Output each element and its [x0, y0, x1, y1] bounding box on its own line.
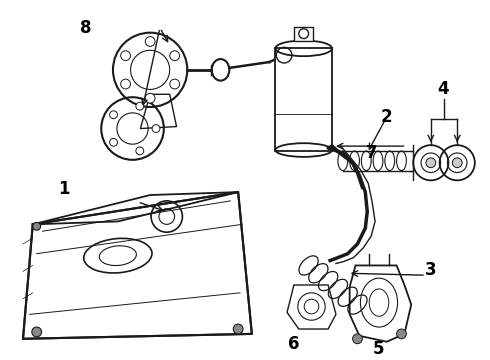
Text: 4: 4	[438, 80, 449, 98]
Circle shape	[32, 327, 42, 337]
Circle shape	[33, 222, 41, 230]
Text: 8: 8	[80, 19, 91, 37]
Circle shape	[396, 329, 406, 339]
Circle shape	[353, 334, 363, 344]
Circle shape	[233, 324, 243, 334]
FancyBboxPatch shape	[294, 27, 314, 41]
Polygon shape	[140, 94, 176, 129]
Circle shape	[110, 111, 118, 119]
FancyBboxPatch shape	[275, 48, 332, 151]
Text: 3: 3	[425, 261, 437, 279]
Circle shape	[121, 51, 130, 60]
Text: 7: 7	[367, 144, 378, 162]
Text: 5: 5	[373, 339, 385, 357]
Circle shape	[136, 147, 144, 155]
Text: 2: 2	[381, 108, 392, 126]
Circle shape	[121, 79, 130, 89]
Circle shape	[152, 125, 160, 132]
Polygon shape	[287, 285, 336, 329]
Polygon shape	[23, 192, 252, 339]
Text: 6: 6	[288, 335, 300, 353]
Circle shape	[110, 138, 118, 146]
Text: 1: 1	[58, 180, 70, 198]
Polygon shape	[350, 265, 411, 342]
Circle shape	[170, 79, 180, 89]
Circle shape	[145, 93, 155, 103]
Circle shape	[145, 37, 155, 46]
Circle shape	[136, 102, 144, 110]
Circle shape	[170, 51, 180, 60]
Circle shape	[426, 158, 436, 168]
Circle shape	[452, 158, 462, 168]
